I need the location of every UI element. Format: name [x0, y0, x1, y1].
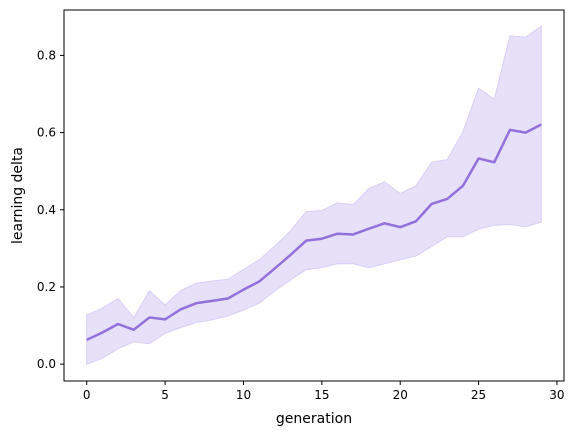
x-tick-label: 0: [83, 388, 91, 402]
x-tick-label: 25: [471, 388, 486, 402]
x-axis-ticks: 0 5 10 15 20 25 30: [83, 381, 565, 402]
mean-line-layer: [86, 123, 542, 341]
plot-area-frame: [63, 9, 565, 382]
x-tick-label: 20: [393, 388, 408, 402]
confidence-band-layer: [86, 25, 542, 365]
y-tick-label: 0.2: [37, 280, 56, 294]
y-tick-label: 0.4: [37, 203, 56, 217]
y-tick-label: 0.0: [37, 357, 56, 371]
x-tick-label: 5: [161, 388, 169, 402]
mean-line: [86, 123, 542, 341]
x-tick-label: 15: [314, 388, 329, 402]
y-axis-ticks: 0.0 0.2 0.4 0.6 0.8: [37, 48, 64, 371]
x-axis-label: generation: [276, 411, 352, 427]
y-tick-label: 0.6: [37, 126, 56, 140]
confidence-band: [86, 25, 542, 365]
y-axis-label: learning delta: [10, 147, 26, 244]
x-tick-label: 10: [236, 388, 251, 402]
x-tick-label: 30: [549, 388, 564, 402]
y-tick-label: 0.8: [37, 48, 56, 62]
